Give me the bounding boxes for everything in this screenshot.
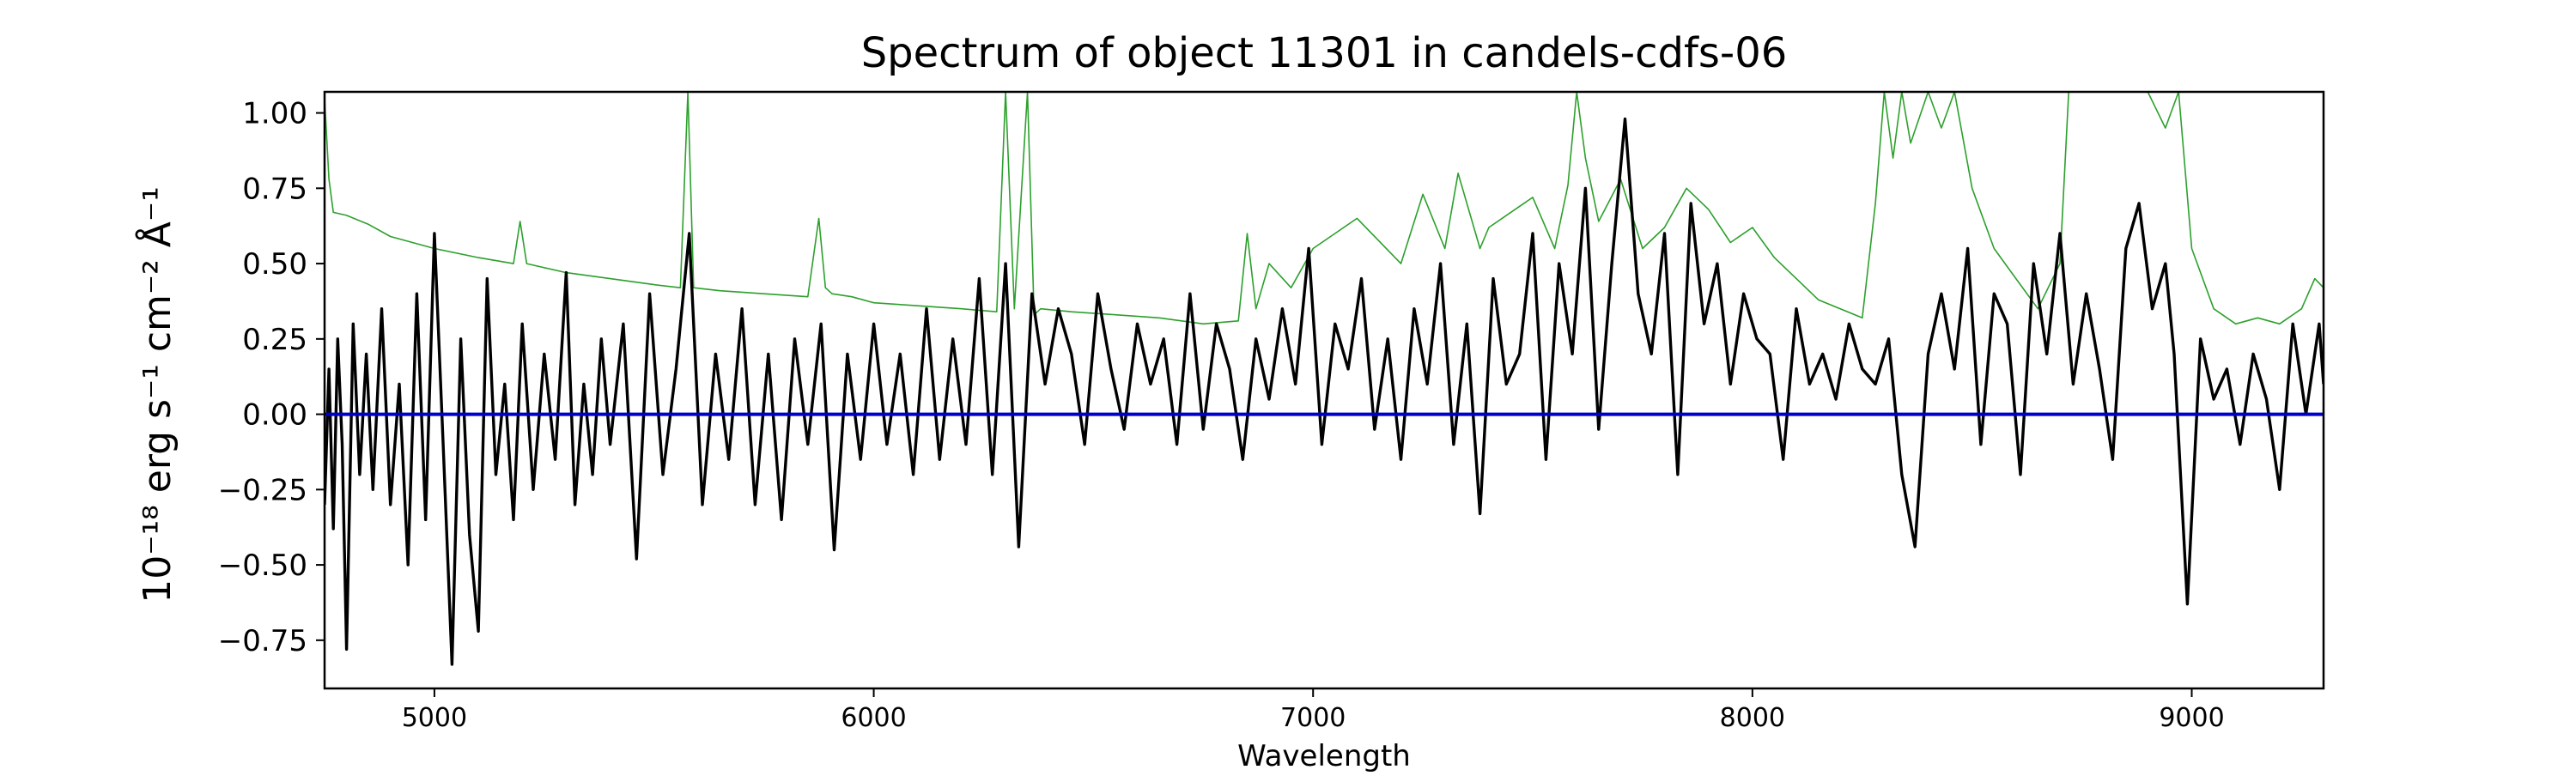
y-tick-label: 1.00 [242, 97, 307, 131]
series-layer [325, 92, 2324, 666]
x-tick-label: 6000 [841, 703, 906, 733]
plot-area-frame [323, 90, 2325, 690]
chart-title: Spectrum of object 11301 in candels-cdfs… [861, 29, 1788, 77]
series-line-sky [325, 92, 2324, 325]
y-axis-label: 10⁻¹⁸ erg s⁻¹ cm⁻² Å⁻¹ [134, 186, 179, 603]
y-tick-label: 0.00 [242, 398, 307, 433]
y-tick-label: 0.75 [242, 172, 307, 206]
x-tick-label: 7000 [1280, 703, 1346, 733]
y-tick-label: −0.50 [218, 549, 307, 583]
y-tick-label: −0.25 [218, 473, 307, 507]
y-tick-label: 0.25 [242, 323, 307, 357]
x-tick-label: 8000 [1720, 703, 1785, 733]
ticks-layer: 5000 6000 7000 8000 9000 −0.75 −0.50 −0.25 0.00 0… [218, 97, 2225, 733]
y-tick-label: 0.50 [242, 247, 307, 282]
x-tick-label: 5000 [402, 703, 467, 733]
y-tick-label: −0.75 [218, 624, 307, 658]
series-line-flux [325, 117, 2324, 666]
x-tick-label: 9000 [2159, 703, 2224, 733]
x-axis-label: Wavelength [1237, 739, 1411, 773]
